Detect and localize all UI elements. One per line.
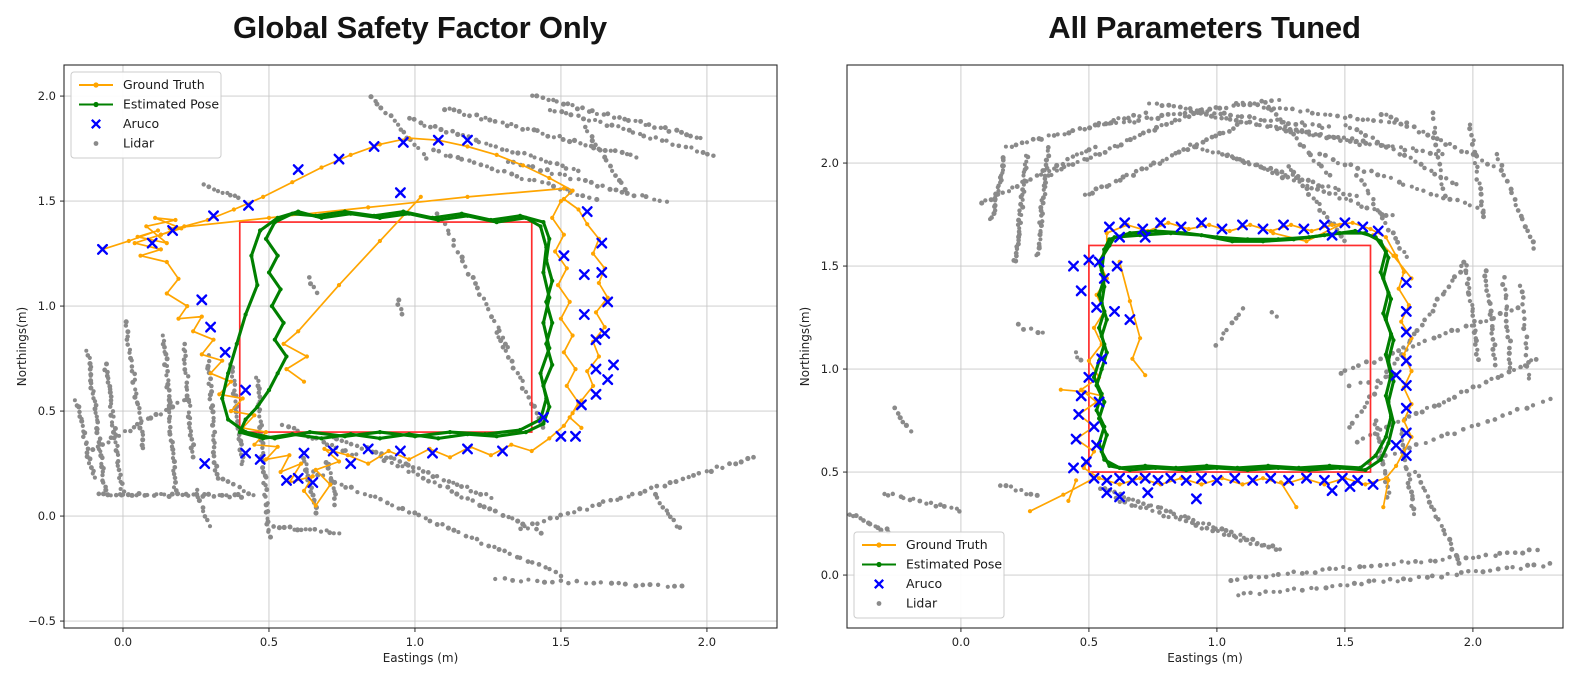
legend-entry-lidar: Lidar [93,136,155,151]
right-plot: 0.0 0.5 1.0 1.5 2.0 Eastings (m) 0.0 0.5 1.0 1.5 2… [798,64,1564,665]
svg-text:0.0: 0.0 [114,635,132,649]
svg-text:−0.5: −0.5 [28,614,56,628]
svg-text:0.0: 0.0 [952,635,970,649]
legend-entry-aruco: Aruco [90,116,159,131]
svg-text:Estimated Pose: Estimated Pose [123,97,219,112]
svg-text:0.0: 0.0 [821,568,839,582]
legend-entry-aruco: Aruco [873,576,942,591]
x-axis-label: Eastings (m) [1167,651,1243,665]
legend-entry-estimated-pose: Estimated Pose [79,97,219,112]
estimated-pose-path [1091,228,1396,473]
y-axis-label: Northings(m) [798,307,812,386]
estimated-pose-path [220,209,555,441]
x-axis: 0.0 0.5 1.0 1.5 2.0 Eastings (m) [114,628,716,665]
y-axis-label: Northings(m) [15,307,29,386]
lidar-points [847,97,1553,598]
svg-text:Ground Truth: Ground Truth [123,77,205,92]
svg-text:1.5: 1.5 [552,635,570,649]
svg-text:0.0: 0.0 [38,509,56,523]
svg-text:0.5: 0.5 [1080,635,1098,649]
svg-text:Ground Truth: Ground Truth [906,537,988,552]
ground-truth-path [100,136,610,508]
legend: Ground Truth Estimated Pose Aruco Lidar [70,71,222,159]
svg-text:1.0: 1.0 [821,362,839,376]
svg-text:2.0: 2.0 [1464,635,1482,649]
svg-text:Lidar: Lidar [123,136,155,151]
legend-entry-estimated-pose: Estimated Pose [862,557,1002,572]
svg-text:1.0: 1.0 [1208,635,1226,649]
svg-text:1.5: 1.5 [821,259,839,273]
svg-text:1.0: 1.0 [38,299,56,313]
svg-text:Aruco: Aruco [906,576,942,591]
y-axis: −0.5 0.0 0.5 1.0 1.5 2.0 Northings(m) [15,89,64,628]
svg-text:2.0: 2.0 [38,89,56,103]
svg-text:0.5: 0.5 [821,465,839,479]
svg-text:2.0: 2.0 [698,635,716,649]
plot-spines [63,64,778,629]
legend-entry-lidar: Lidar [876,596,938,611]
svg-text:1.5: 1.5 [38,194,56,208]
svg-text:2.0: 2.0 [821,156,839,170]
legend-entry-ground-truth: Ground Truth [79,77,205,92]
left-plot: 0.0 0.5 1.0 1.5 2.0 Eastings (m) −0.5 0.0 0.5 1.0… [15,64,778,665]
legend: Ground Truth Estimated Pose Aruco Lidar [853,531,1005,619]
x-axis-label: Eastings (m) [383,651,459,665]
svg-text:1.5: 1.5 [1336,635,1354,649]
left-chart-title: Global Safety Factor Only [233,10,607,45]
svg-text:0.5: 0.5 [260,635,278,649]
svg-text:1.0: 1.0 [406,635,424,649]
svg-text:Aruco: Aruco [123,116,159,131]
aruco-markers [97,134,619,488]
aruco-markers [1068,217,1412,505]
svg-text:0.5: 0.5 [38,404,56,418]
y-axis: 0.0 0.5 1.0 1.5 2.0 Northings(m) [798,156,847,582]
legend-entry-ground-truth: Ground Truth [862,537,988,552]
svg-text:Estimated Pose: Estimated Pose [906,557,1002,572]
svg-text:Lidar: Lidar [906,596,938,611]
right-chart-title: All Parameters Tuned [1048,10,1361,45]
x-axis: 0.0 0.5 1.0 1.5 2.0 Eastings (m) [952,628,1482,665]
plot-spines [846,64,1564,629]
grid [64,65,777,628]
